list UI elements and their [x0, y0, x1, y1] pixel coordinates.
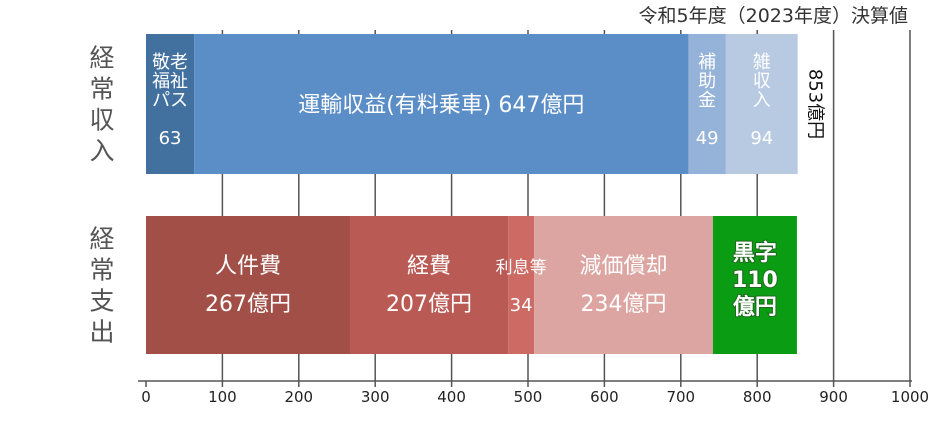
segment-label: 運輸収益(有料乗車) 647億円 [298, 93, 584, 118]
segment-label: 収 [753, 71, 771, 92]
segment-label: 福祉 [152, 71, 188, 92]
bar-segment-1-3 [534, 216, 713, 354]
chart-title: 令和5年度（2023年度）決算値 [639, 5, 908, 27]
segment-label: 補 [698, 52, 716, 73]
segment-label: 経費 [407, 254, 451, 279]
segment-label: 億円 [733, 294, 777, 320]
bar-segment-0-2 [688, 34, 726, 174]
row-total-label: 853億円 [805, 69, 826, 139]
segment-label: 助 [698, 71, 716, 92]
segment-value-label: 234億円 [581, 292, 667, 317]
segment-label: 雑 [753, 52, 771, 73]
bars [146, 34, 798, 354]
tick-label-800: 800 [743, 388, 772, 406]
segment-label: 人件費 [215, 254, 281, 279]
bar-segment-1-0 [146, 216, 350, 354]
bar-segment-1-1 [349, 216, 509, 354]
row-label-char: 常 [89, 75, 114, 104]
segment-label: 110 [732, 268, 778, 293]
tick-label-100: 100 [208, 388, 237, 406]
segment-label: 減価償却 [579, 254, 667, 279]
segment-label: 黒字 [733, 240, 777, 266]
tick-label-900: 900 [819, 388, 848, 406]
segment-value-label: 63 [159, 128, 182, 149]
bar-segment-0-0 [146, 34, 195, 174]
bar-segment-0-3 [725, 34, 798, 174]
row-label-char: 出 [89, 318, 114, 347]
row-label-char: 支 [89, 287, 114, 316]
segment-value-label: 267億円 [205, 292, 291, 317]
segment-label: パス [152, 90, 188, 111]
tick-label-1000: 1000 [891, 388, 929, 406]
tick-label-300: 300 [361, 388, 390, 406]
segment-label: 入 [753, 90, 771, 111]
row-label-char: 収 [89, 106, 114, 135]
segment-value-label: 94 [750, 128, 773, 149]
row-label-char: 常 [89, 256, 114, 285]
segment-value-label: 34 [510, 295, 533, 316]
tick-label-500: 500 [514, 388, 543, 406]
row-label-char: 経 [89, 225, 114, 254]
segment-label: 利息等 [496, 258, 547, 278]
tick-label-700: 700 [666, 388, 695, 406]
segment-value-label: 49 [696, 128, 719, 149]
bar-segment-1-2 [508, 216, 535, 354]
bar-segment-1-4 [712, 216, 797, 354]
segment-label: 金 [698, 90, 716, 111]
labels: 0 100 200 300 400 500 600 700 800 900 1000経常収入経常支出… [89, 44, 929, 407]
segment-value-label: 207億円 [386, 292, 472, 317]
row-label-char: 経 [89, 44, 114, 73]
bar-segment-0-1 [194, 34, 689, 174]
tick-label-0: 0 [141, 388, 151, 406]
tick-label-400: 400 [437, 388, 466, 406]
tick-label-200: 200 [284, 388, 313, 406]
tick-label-600: 600 [590, 388, 619, 406]
segment-label: 敬老 [152, 52, 188, 73]
row-label-char: 入 [89, 137, 114, 166]
